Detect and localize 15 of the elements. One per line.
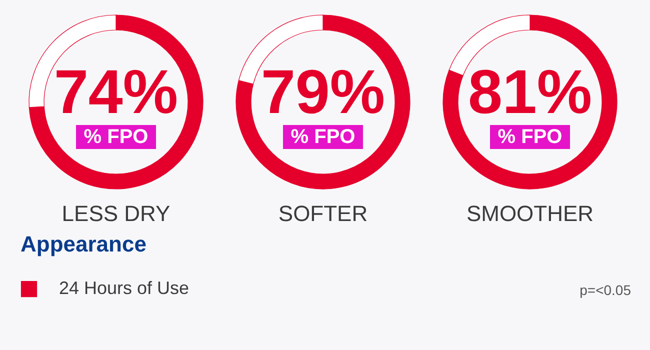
data-label: 79% xyxy=(260,58,386,127)
text: % FPO xyxy=(84,126,148,148)
text: LESS DRY xyxy=(62,201,171,226)
donut-slice xyxy=(236,14,410,190)
donut-slice xyxy=(28,14,204,190)
donut-slice xyxy=(442,14,618,190)
text: % FPO xyxy=(290,126,356,148)
category-label: 24 Hours of Use xyxy=(59,278,190,298)
text: Appearance xyxy=(20,232,146,256)
text: % FPO xyxy=(498,126,562,148)
data-label: 74% xyxy=(54,58,178,127)
data-label: 81% xyxy=(468,58,592,127)
text: SOFTER xyxy=(278,201,368,226)
text: SMOOTHER xyxy=(466,201,594,226)
text: p=<0.05 xyxy=(580,282,632,298)
